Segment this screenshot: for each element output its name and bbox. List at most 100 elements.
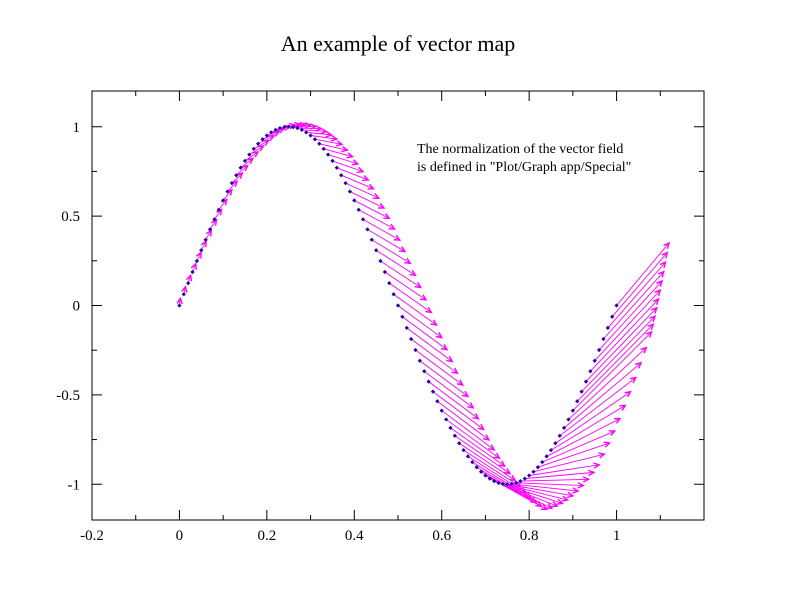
- vector-arrow: [317, 141, 349, 153]
- vector-arrow: [382, 269, 428, 301]
- vector-arrow: [194, 251, 202, 264]
- vector-origin-point: [509, 481, 514, 487]
- y-tick-label: -0.5: [56, 388, 80, 404]
- vector-origin-point: [264, 133, 269, 138]
- vector-origin-point: [343, 181, 348, 186]
- vector-origin-point: [247, 152, 252, 157]
- vector-shaft: [559, 377, 637, 437]
- vector-arrow: [540, 430, 617, 465]
- vector-origin-point: [352, 198, 357, 203]
- vector-shaft: [616, 242, 670, 306]
- vector-arrow: [443, 417, 501, 460]
- vector-arrow: [334, 165, 370, 182]
- y-tick-label: 1: [73, 120, 81, 136]
- vector-head: [451, 367, 459, 375]
- vector-origin-point: [255, 141, 261, 146]
- vector-head: [210, 218, 218, 226]
- vector-shaft: [214, 209, 222, 220]
- vector-head: [181, 285, 188, 293]
- vector-origin-point: [234, 173, 239, 178]
- vector-head: [367, 183, 376, 190]
- vector-shaft: [555, 391, 631, 444]
- vector-head: [540, 504, 549, 511]
- y-tick-label: -1: [68, 477, 81, 493]
- vector-origin-point: [461, 447, 466, 453]
- vector-origin-point: [535, 465, 541, 470]
- vector-arrow: [588, 297, 660, 374]
- vector-shaft: [323, 148, 353, 158]
- vector-head: [186, 273, 193, 282]
- vector-arrow: [426, 379, 480, 420]
- vector-head: [566, 491, 575, 499]
- vector-head: [624, 390, 632, 398]
- vector-origin-point: [334, 165, 339, 170]
- vector-shaft: [327, 154, 358, 165]
- vector-head: [561, 495, 570, 502]
- vector-shaft: [450, 427, 505, 467]
- vector-origin-point: [474, 465, 479, 470]
- vector-shaft: [454, 435, 511, 474]
- vector-head: [378, 202, 386, 209]
- vector-origin-point: [186, 280, 191, 286]
- vector-arrow: [548, 404, 627, 453]
- vector-origin-point: [492, 478, 497, 484]
- vector-arrow: [531, 452, 606, 474]
- vector-head: [572, 487, 580, 494]
- vector-origin-point: [478, 469, 484, 474]
- vector-head: [645, 330, 653, 338]
- vector-arrow: [513, 480, 585, 489]
- vector-head: [414, 281, 423, 289]
- vector-arrow: [579, 315, 657, 394]
- vector-shaft: [419, 360, 469, 397]
- vector-head: [446, 355, 454, 363]
- x-tick-label: 0.8: [520, 528, 539, 544]
- vector-origin-point: [339, 173, 344, 178]
- vector-arrow: [199, 239, 207, 253]
- vector-shaft: [345, 182, 379, 199]
- vector-origin-point: [400, 314, 405, 319]
- vector-shaft: [231, 172, 243, 184]
- vector-arrow: [212, 208, 223, 222]
- vector-shaft: [550, 405, 626, 451]
- vector-head: [652, 297, 660, 306]
- vector-origin-point: [518, 478, 523, 484]
- vector-origin-point: [500, 481, 506, 487]
- vector-origin-point: [216, 207, 221, 212]
- vector-head: [663, 241, 671, 249]
- vector-arrow: [176, 296, 183, 308]
- vector-shaft: [354, 200, 390, 219]
- vector-head: [635, 361, 643, 369]
- vector-origin-point: [387, 280, 392, 286]
- vector-head: [435, 332, 444, 339]
- vector-arrow: [610, 251, 669, 319]
- vector-shaft: [542, 430, 616, 463]
- vector-head: [388, 223, 396, 230]
- vector-origin-point: [194, 258, 200, 264]
- vector-arrow: [413, 347, 464, 386]
- vector-shaft: [432, 391, 484, 430]
- vector-origin-point: [242, 158, 248, 164]
- vector-origin-point: [483, 473, 488, 478]
- vector-head: [330, 135, 339, 142]
- vector-head: [346, 152, 355, 159]
- vector-origin-point: [505, 482, 510, 487]
- vector-head: [351, 159, 360, 166]
- vector-shaft: [529, 464, 600, 476]
- vector-head: [582, 476, 591, 483]
- vector-origin-point: [579, 389, 584, 394]
- vector-shaft: [576, 323, 654, 402]
- vector-arrow: [496, 480, 564, 505]
- vector-arrow: [417, 358, 470, 398]
- vector-arrow: [448, 425, 506, 468]
- vector-shaft: [502, 483, 568, 501]
- vector-shaft: [611, 252, 668, 318]
- vector-origin-point: [207, 227, 213, 232]
- vector-shaft: [388, 282, 432, 313]
- vector-origin-point: [221, 198, 226, 203]
- vector-head: [425, 306, 433, 314]
- vector-shaft: [581, 315, 656, 392]
- vector-arrow: [238, 157, 255, 170]
- vector-shaft: [546, 418, 621, 457]
- vector-origin-point: [496, 480, 501, 485]
- vector-origin-point: [378, 258, 383, 264]
